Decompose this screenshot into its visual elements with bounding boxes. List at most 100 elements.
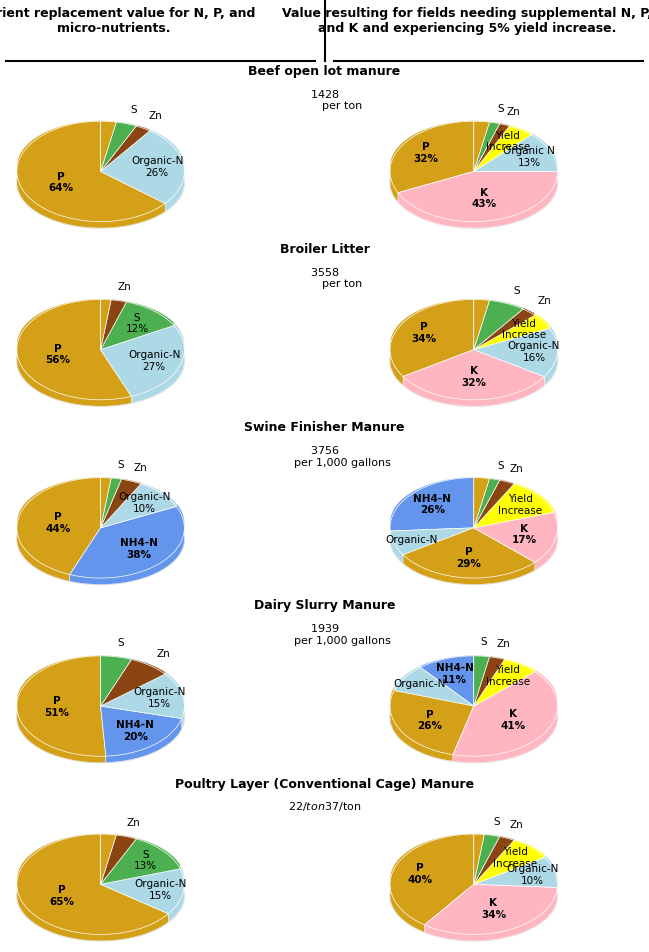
Polygon shape	[474, 309, 535, 349]
Text: S: S	[117, 460, 124, 469]
Polygon shape	[453, 670, 557, 763]
Polygon shape	[101, 869, 184, 914]
Polygon shape	[474, 121, 489, 171]
Polygon shape	[390, 299, 474, 386]
Polygon shape	[101, 483, 141, 539]
Polygon shape	[474, 300, 489, 361]
Text: Yield
Increase: Yield Increase	[485, 665, 530, 687]
Polygon shape	[474, 670, 535, 717]
Polygon shape	[403, 523, 474, 564]
Text: NH4-N
26%: NH4-N 26%	[413, 494, 451, 515]
Polygon shape	[17, 121, 165, 228]
Polygon shape	[474, 523, 535, 570]
Polygon shape	[101, 122, 116, 183]
Polygon shape	[474, 484, 554, 527]
Polygon shape	[474, 328, 557, 377]
Text: Yield
Increase: Yield Increase	[502, 319, 546, 340]
Polygon shape	[474, 478, 489, 539]
Polygon shape	[101, 345, 131, 403]
Polygon shape	[523, 307, 535, 329]
Polygon shape	[101, 834, 116, 884]
Polygon shape	[424, 879, 474, 932]
Polygon shape	[101, 300, 127, 349]
Text: P
40%: P 40%	[407, 863, 432, 884]
Text: Organic-N
16%: Organic-N 16%	[508, 341, 560, 363]
Polygon shape	[474, 133, 531, 183]
Polygon shape	[101, 125, 136, 183]
Polygon shape	[17, 121, 165, 222]
Polygon shape	[474, 300, 489, 361]
Polygon shape	[500, 480, 514, 500]
Polygon shape	[390, 494, 557, 585]
Polygon shape	[421, 655, 474, 683]
Polygon shape	[403, 546, 535, 585]
Text: Zn: Zn	[133, 463, 147, 473]
Text: S: S	[480, 637, 487, 647]
Polygon shape	[390, 137, 557, 228]
Polygon shape	[17, 477, 101, 582]
Polygon shape	[474, 478, 489, 527]
Polygon shape	[101, 835, 136, 884]
Polygon shape	[101, 879, 168, 922]
Polygon shape	[474, 483, 514, 539]
Polygon shape	[474, 855, 545, 896]
Polygon shape	[101, 504, 177, 539]
Polygon shape	[101, 879, 168, 922]
Text: $35      $58
          per ton: $35 $58 per ton	[287, 266, 362, 289]
Polygon shape	[474, 508, 554, 539]
Polygon shape	[111, 478, 121, 495]
Polygon shape	[101, 122, 116, 183]
Polygon shape	[474, 315, 550, 349]
Polygon shape	[474, 479, 500, 527]
Polygon shape	[390, 834, 474, 925]
Polygon shape	[474, 478, 489, 539]
Polygon shape	[70, 523, 101, 582]
Text: Zn: Zn	[506, 107, 520, 117]
Polygon shape	[474, 477, 489, 494]
Text: Zn: Zn	[148, 111, 162, 121]
Polygon shape	[390, 686, 453, 762]
Polygon shape	[70, 523, 101, 582]
Polygon shape	[424, 879, 474, 932]
Polygon shape	[101, 701, 106, 763]
Polygon shape	[474, 835, 500, 884]
Polygon shape	[474, 483, 514, 539]
Polygon shape	[474, 840, 514, 896]
Polygon shape	[17, 834, 168, 941]
Polygon shape	[165, 672, 184, 728]
Text: Zn: Zn	[509, 464, 523, 474]
Text: K
34%: K 34%	[481, 899, 506, 920]
Polygon shape	[394, 667, 474, 706]
Polygon shape	[474, 480, 500, 539]
Text: P
29%: P 29%	[457, 547, 482, 568]
Polygon shape	[474, 125, 509, 183]
Text: Zn: Zn	[496, 640, 511, 649]
Polygon shape	[17, 655, 106, 763]
Polygon shape	[514, 840, 545, 871]
Polygon shape	[421, 665, 474, 717]
Polygon shape	[101, 326, 184, 396]
Polygon shape	[101, 301, 127, 361]
Polygon shape	[484, 834, 500, 852]
Polygon shape	[394, 686, 474, 717]
Polygon shape	[474, 325, 550, 361]
Polygon shape	[474, 307, 523, 361]
Polygon shape	[474, 656, 489, 717]
Text: Organic-N
27%: Organic-N 27%	[128, 350, 180, 372]
Polygon shape	[101, 302, 174, 349]
Polygon shape	[531, 133, 557, 183]
Text: S: S	[130, 106, 137, 115]
Polygon shape	[535, 313, 550, 342]
Polygon shape	[101, 865, 180, 896]
Polygon shape	[101, 478, 111, 527]
Polygon shape	[101, 167, 165, 211]
Polygon shape	[474, 300, 523, 349]
Text: Organic-N
26%: Organic-N 26%	[131, 156, 183, 178]
Polygon shape	[424, 882, 557, 941]
Text: P
56%: P 56%	[45, 344, 70, 366]
Polygon shape	[474, 656, 489, 706]
Text: Organic-N
15%: Organic-N 15%	[133, 687, 186, 709]
Polygon shape	[398, 167, 557, 228]
Polygon shape	[403, 527, 535, 578]
Polygon shape	[474, 834, 484, 896]
